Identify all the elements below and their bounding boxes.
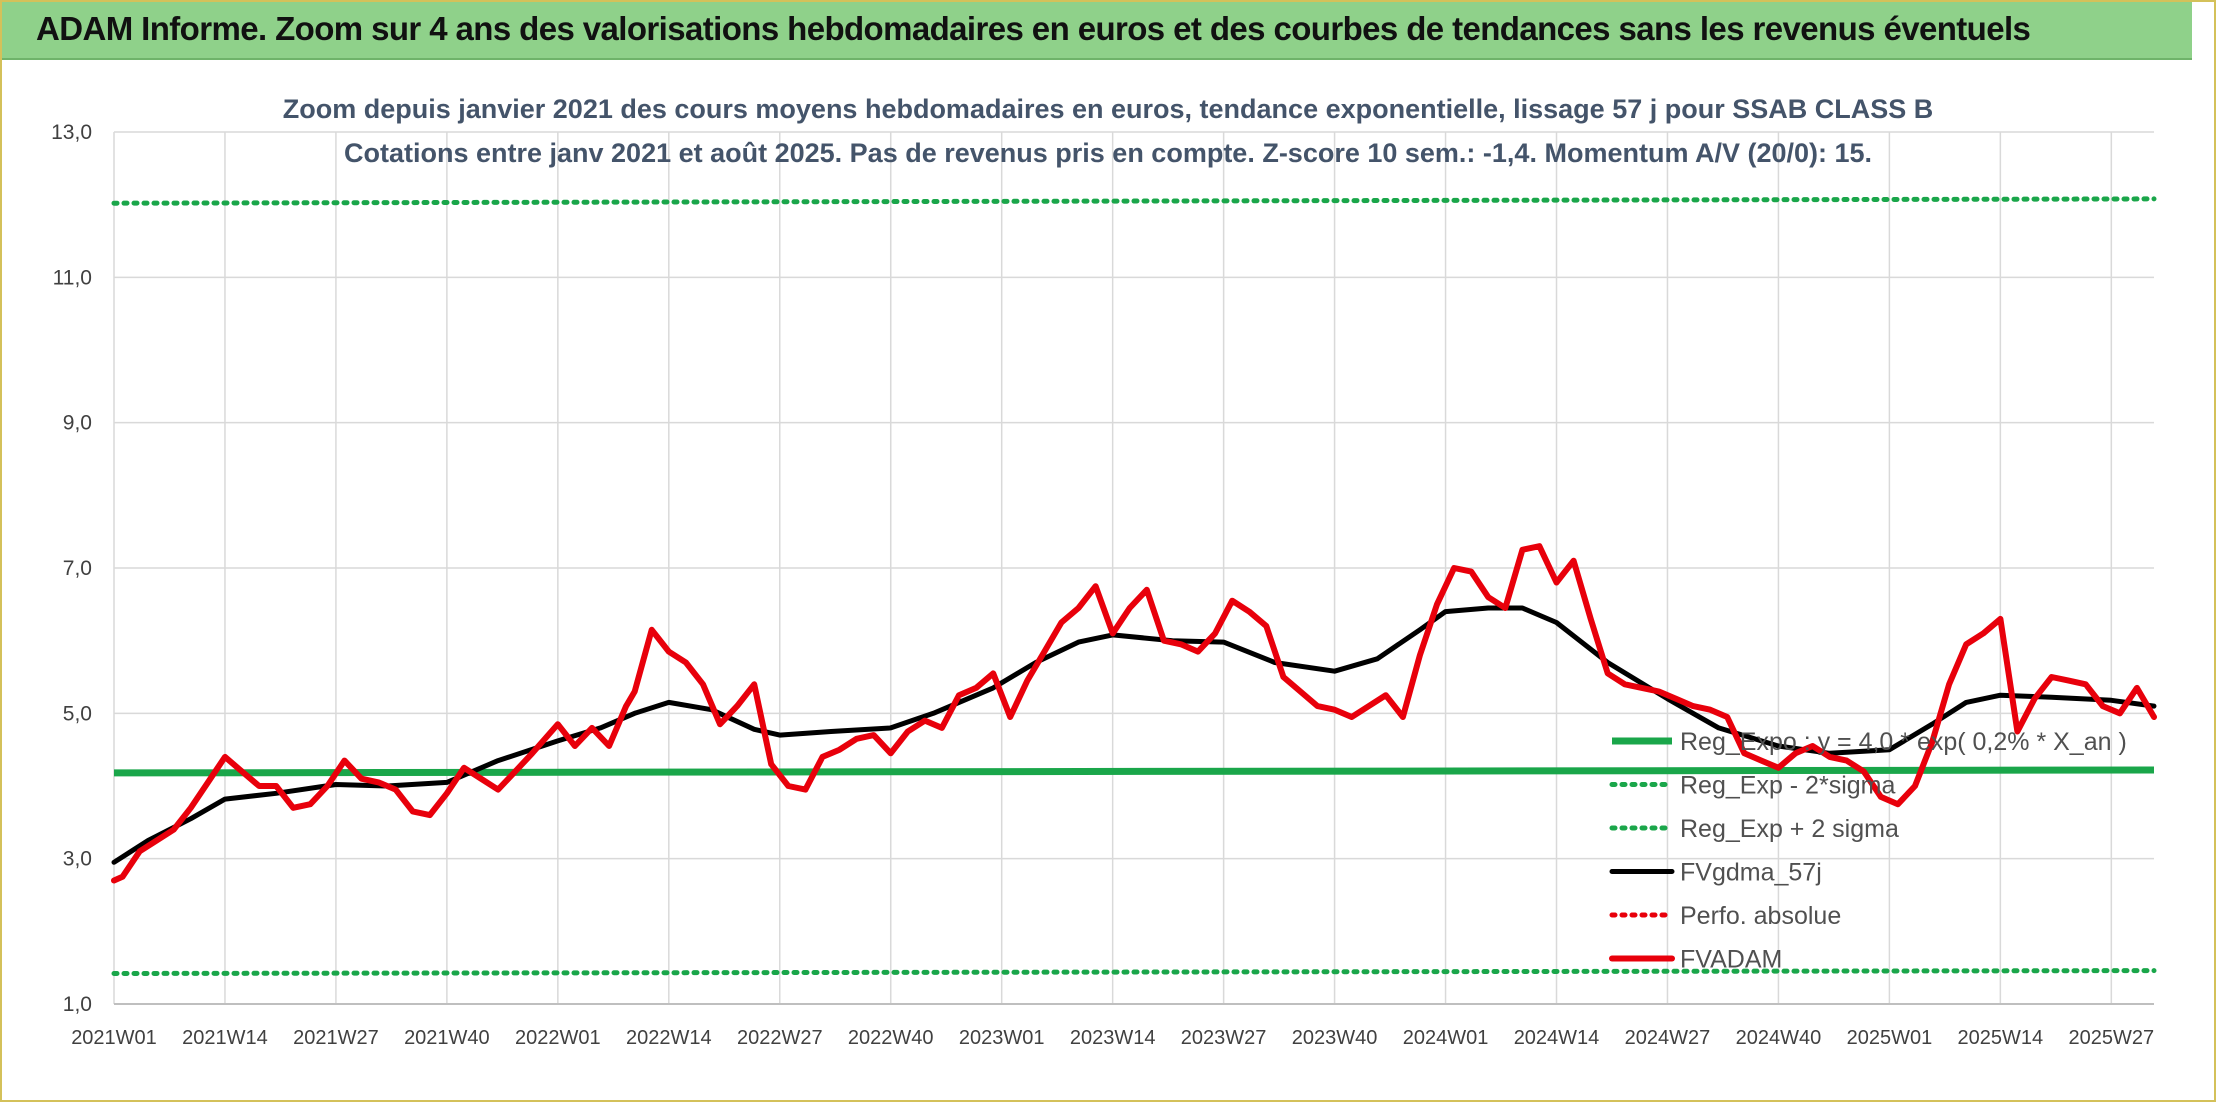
x-tick-label: 2025W27 [2069, 1027, 2155, 1049]
x-tick-label: 2023W27 [1181, 1027, 1267, 1049]
x-tick-label: 2023W01 [959, 1027, 1045, 1049]
series-line-5 [111, 543, 2157, 884]
x-tick-label: 2025W14 [1958, 1027, 2044, 1049]
legend-entry: Reg_Expo : y = 4,0 * exp( 0,2% * X_an ) [1680, 728, 2127, 756]
x-tick-label: 2024W27 [1625, 1027, 1711, 1049]
legend-entry: FVgdma_57j [1680, 859, 1822, 887]
y-tick-label: 7,0 [63, 557, 92, 580]
y-axis-ticks: 1,0 3,0 5,0 7,0 9,0 11,0 13,0 [51, 121, 92, 1016]
x-tick-label: 2021W14 [182, 1027, 268, 1049]
x-tick-label: 2021W01 [71, 1027, 157, 1049]
x-tick-label: 2024W14 [1514, 1027, 1600, 1049]
chart-title: Zoom depuis janvier 2021 des cours moyen… [283, 94, 1934, 124]
series-line-1 [111, 968, 2157, 976]
legend: Reg_Expo : y = 4,0 * exp( 0,2% * X_an ) R… [1609, 728, 2127, 974]
y-tick-label: 1,0 [63, 993, 92, 1016]
series-layer [111, 196, 2157, 976]
legend-entry: FVADAM [1680, 946, 1782, 974]
gridlines [113, 131, 2154, 1005]
x-tick-label: 2022W27 [737, 1027, 823, 1049]
x-tick-label: 2024W40 [1736, 1027, 1822, 1049]
chart-subtitle: Cotations entre janv 2021 et août 2025. … [344, 138, 1872, 168]
x-tick-label: 2022W01 [515, 1027, 601, 1049]
y-tick-label: 13,0 [51, 121, 92, 144]
series-line-0 [113, 766, 2155, 777]
y-tick-label: 5,0 [63, 702, 92, 725]
y-tick-label: 3,0 [63, 848, 92, 871]
x-tick-label: 2025W01 [1847, 1027, 1933, 1049]
x-tick-label: 2024W01 [1403, 1027, 1489, 1049]
x-tick-label: 2023W14 [1070, 1027, 1156, 1049]
x-tick-label: 2023W40 [1292, 1027, 1378, 1049]
y-tick-label: 9,0 [63, 412, 92, 435]
legend-entry: Perfo. absolue [1680, 902, 1841, 930]
x-axis-ticks: 2021W01 2021W14 2021W27 2021W40 2022W01 2022W… [71, 1027, 2154, 1049]
banner-title: ADAM Informe. Zoom sur 4 ans des valoris… [36, 10, 2031, 47]
y-tick-label: 11,0 [53, 266, 92, 289]
legend-entry: Reg_Exp - 2*sigma [1680, 772, 1895, 800]
x-tick-label: 2022W14 [626, 1027, 712, 1049]
x-tick-label: 2022W40 [848, 1027, 934, 1049]
legend-entry: Reg_Exp + 2 sigma [1680, 815, 1899, 843]
report-banner: ADAM Informe. Zoom sur 4 ans des valoris… [2, 2, 2192, 60]
series-line-2 [111, 196, 2157, 206]
x-tick-label: 2021W40 [404, 1027, 490, 1049]
x-tick-label: 2021W27 [293, 1027, 379, 1049]
